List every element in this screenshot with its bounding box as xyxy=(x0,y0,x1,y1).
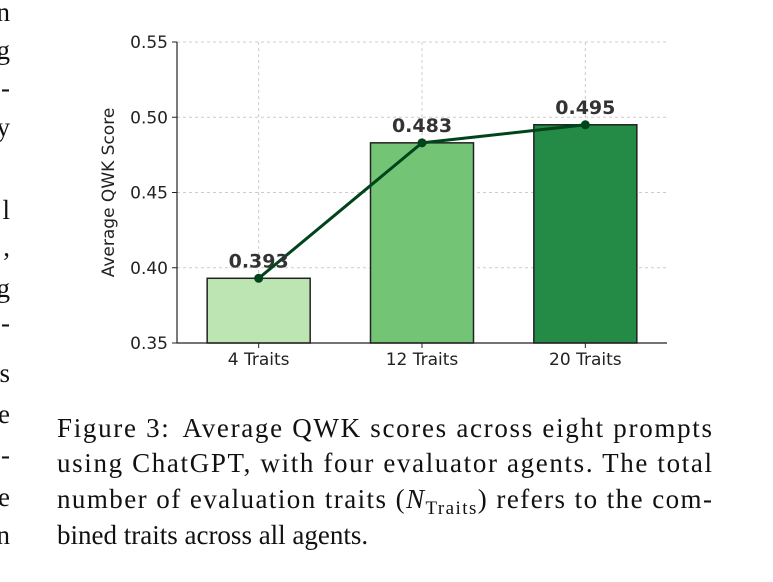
y-axis-label: Average QWK Score xyxy=(99,108,119,278)
caption-line: using ChatGPT, with four evaluator agent… xyxy=(57,448,712,478)
margin-fragment: e xyxy=(0,482,10,512)
margin-fragment: - xyxy=(1,73,10,103)
line-marker xyxy=(254,273,264,283)
y-tick-label: 0.40 xyxy=(130,259,168,279)
x-tick-label: 4 Traits xyxy=(228,350,290,370)
caption-text: ) refers to the com- xyxy=(478,484,712,514)
y-tick-label: 0.35 xyxy=(130,334,168,354)
value-label: 0.483 xyxy=(392,115,452,137)
margin-fragment: s xyxy=(0,358,10,388)
x-tick-label: 12 Traits xyxy=(386,350,459,370)
caption-text: bined traits across all agents. xyxy=(57,520,368,550)
y-tick-label: 0.45 xyxy=(130,184,168,204)
margin-fragment: , xyxy=(3,232,10,262)
axes xyxy=(176,42,667,344)
margin-fragment: l xyxy=(2,195,10,225)
x-tick-label: 20 Traits xyxy=(549,350,622,370)
caption-text: Average QWK scores across eight prompts xyxy=(183,413,712,443)
y-tick-label: 0.50 xyxy=(130,108,168,128)
caption-subscript: Traits xyxy=(426,498,477,519)
caption-line: Figure 3: Average QWK scores across eight… xyxy=(57,413,712,443)
margin-fragment: y xyxy=(0,112,11,142)
margin-fragment: g xyxy=(0,273,10,303)
caption-line: number of evaluation traits (NTraits) re… xyxy=(57,484,712,519)
margin-fragment: - xyxy=(1,440,10,470)
caption-text: number of evaluation traits ( xyxy=(57,484,405,514)
value-label: 0.393 xyxy=(229,250,289,272)
margin-fragment: n xyxy=(0,0,11,27)
caption-text: using ChatGPT, with four evaluator agent… xyxy=(57,448,712,478)
line-marker xyxy=(580,120,590,130)
margin-fragment: g xyxy=(0,35,10,65)
bar xyxy=(533,124,638,344)
caption-math: N xyxy=(405,484,426,514)
y-tick-label: 0.55 xyxy=(130,33,168,53)
margin-fragment: - xyxy=(1,308,10,338)
bar xyxy=(206,277,311,344)
caption-line: bined traits across all agents. xyxy=(57,520,368,550)
margin-fragment: e xyxy=(0,399,10,429)
line-marker xyxy=(417,138,427,148)
value-label: 0.495 xyxy=(555,97,615,119)
margin-fragment: n xyxy=(0,520,11,550)
caption-label: Figure 3: xyxy=(57,413,169,443)
